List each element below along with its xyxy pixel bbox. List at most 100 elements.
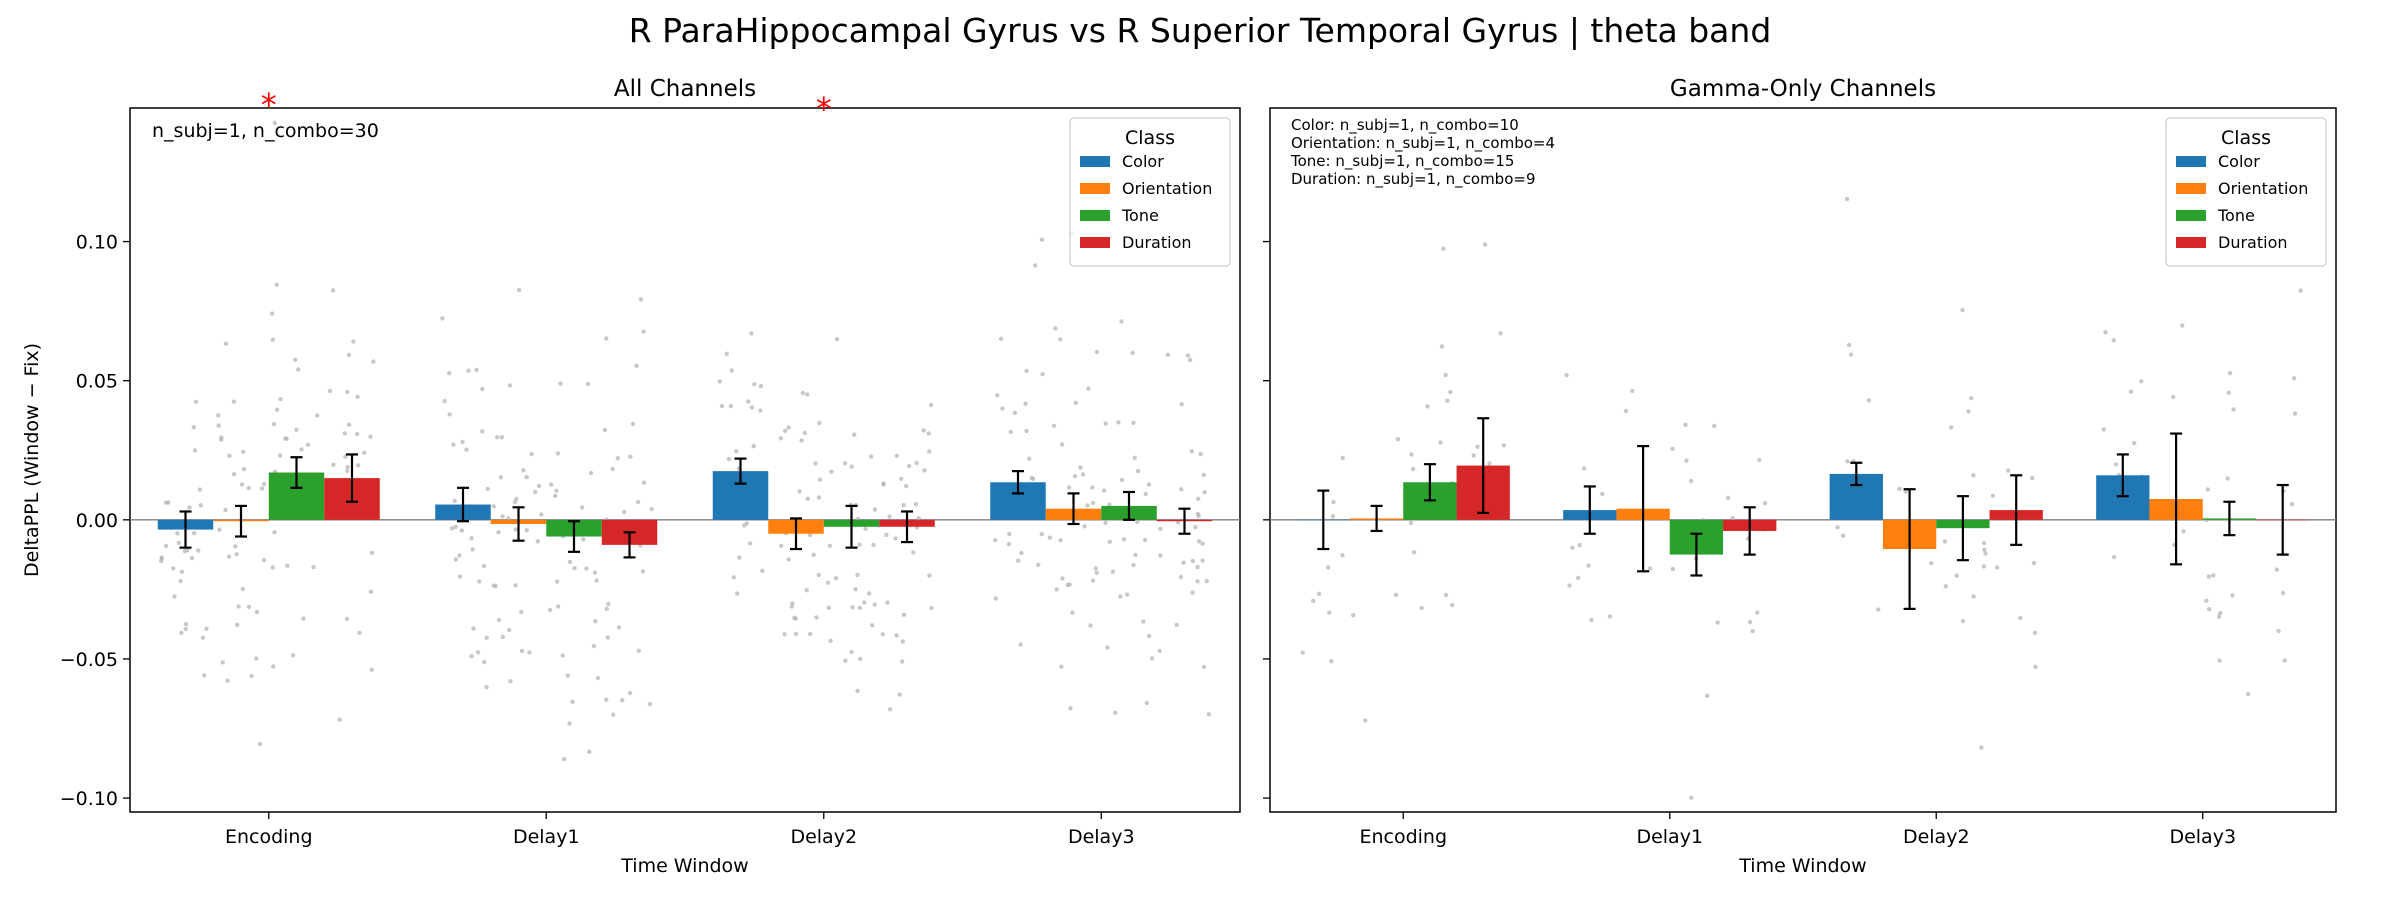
- scatter-point: [1567, 583, 1572, 588]
- scatter-point: [604, 697, 609, 702]
- scatter-point: [1443, 592, 1449, 598]
- scatter-point: [1130, 350, 1135, 356]
- legend-label-color: Color: [2218, 152, 2260, 171]
- scatter-point: [1475, 444, 1480, 449]
- scatter-point: [611, 712, 616, 717]
- scatter-point: [834, 337, 840, 342]
- scatter-point: [191, 530, 197, 536]
- scatter-point: [447, 371, 452, 376]
- scatter-point: [1019, 550, 1024, 556]
- scatter-point: [1971, 594, 1976, 599]
- scatter-point: [901, 503, 906, 508]
- scatter-point: [368, 589, 374, 594]
- scatter-point: [294, 427, 299, 432]
- scatter-point: [2282, 658, 2287, 663]
- legend-label-tone: Tone: [2217, 206, 2255, 225]
- scatter-point: [1086, 386, 1091, 391]
- y-tick-label: 0.00: [76, 510, 118, 532]
- scatter-point: [163, 543, 169, 549]
- scatter-point: [1866, 398, 1872, 403]
- scatter-point: [1409, 452, 1414, 457]
- scatter-point: [227, 453, 232, 458]
- scatter-point: [1438, 440, 1443, 445]
- scatter-point: [2033, 664, 2038, 669]
- scatter-point: [786, 425, 791, 430]
- scatter-point: [225, 678, 230, 683]
- scatter-point: [572, 566, 577, 571]
- scatter-point: [587, 749, 592, 754]
- scatter-point: [853, 587, 858, 592]
- scatter-point: [855, 688, 860, 694]
- scatter-point: [1093, 566, 1098, 571]
- scatter-point: [498, 475, 504, 480]
- scatter-point: [1876, 607, 1881, 612]
- scatter-point: [1576, 575, 1581, 581]
- scatter-point: [752, 382, 757, 387]
- scatter-point: [829, 469, 834, 474]
- x-axis-label: Time Window: [1738, 855, 1866, 877]
- scatter-point: [790, 601, 795, 606]
- scatter-point: [782, 632, 787, 637]
- scatter-point: [811, 552, 816, 557]
- scatter-point: [1036, 562, 1041, 567]
- scatter-point: [346, 422, 352, 427]
- scatter-point: [1060, 576, 1065, 581]
- scatter-point: [1135, 519, 1140, 524]
- scatter-point: [995, 393, 1000, 398]
- scatter-point: [193, 399, 199, 404]
- scatter-point: [2227, 371, 2233, 376]
- panel-title: All Channels: [614, 76, 756, 102]
- scatter-point: [793, 616, 798, 621]
- scatter-point: [620, 698, 625, 703]
- scatter-point: [539, 512, 544, 517]
- scatter-point: [1498, 331, 1503, 336]
- scatter-point: [758, 383, 764, 389]
- scatter-point: [369, 550, 375, 556]
- scatter-point: [500, 514, 505, 519]
- scatter-point: [1412, 550, 1417, 555]
- scatter-point: [1577, 542, 1582, 548]
- scatter-point: [904, 483, 909, 489]
- scatter-point: [514, 496, 519, 501]
- scatter-point: [1179, 402, 1184, 407]
- legend-title: Class: [1125, 127, 1175, 149]
- scatter-point: [1190, 558, 1196, 564]
- scatter-point: [1683, 422, 1688, 427]
- scatter-point: [2204, 598, 2209, 603]
- scatter-point: [728, 403, 734, 409]
- scatter-point: [1193, 524, 1198, 530]
- scatter-point: [239, 482, 245, 487]
- scatter-point: [553, 493, 558, 498]
- scatter-point: [802, 430, 807, 436]
- scatter-point: [1016, 558, 1021, 563]
- scatter-point: [1012, 410, 1018, 415]
- legend-swatch-tone: [1080, 210, 1110, 221]
- scatter-point: [183, 622, 189, 627]
- scatter-point: [507, 627, 512, 633]
- scatter-point: [1340, 553, 1345, 558]
- panel-gamma-only-channels: Gamma-Only Channels Encoding Delay1 Delay2 D…: [1263, 76, 2337, 877]
- scatter-point: [1188, 357, 1193, 363]
- annotation-line: Color: n_subj=1, n_combo=10: [1291, 116, 1519, 135]
- scatter-point: [1065, 582, 1071, 588]
- scatter-point: [1068, 706, 1073, 711]
- scatter-point: [2206, 607, 2212, 612]
- scatter-point: [476, 650, 481, 655]
- scatter-point: [849, 464, 854, 469]
- scatter-point: [1066, 485, 1072, 490]
- scatter-point: [719, 403, 725, 409]
- scatter-point: [627, 690, 633, 696]
- scatter-point: [236, 604, 241, 609]
- scatter-point: [469, 536, 474, 541]
- scatter-point: [261, 557, 267, 563]
- scatter-point: [217, 527, 222, 532]
- scatter-point: [1623, 408, 1629, 414]
- scatter-point: [1647, 566, 1653, 571]
- scatter-point: [1712, 423, 1717, 429]
- scatter-point: [1006, 542, 1012, 547]
- scatter-point: [442, 398, 447, 404]
- scatter-point: [346, 352, 352, 358]
- scatter-point: [636, 648, 641, 653]
- scatter-point: [189, 555, 195, 561]
- figure-title: R ParaHippocampal Gyrus vs R Superior Te…: [629, 11, 1772, 50]
